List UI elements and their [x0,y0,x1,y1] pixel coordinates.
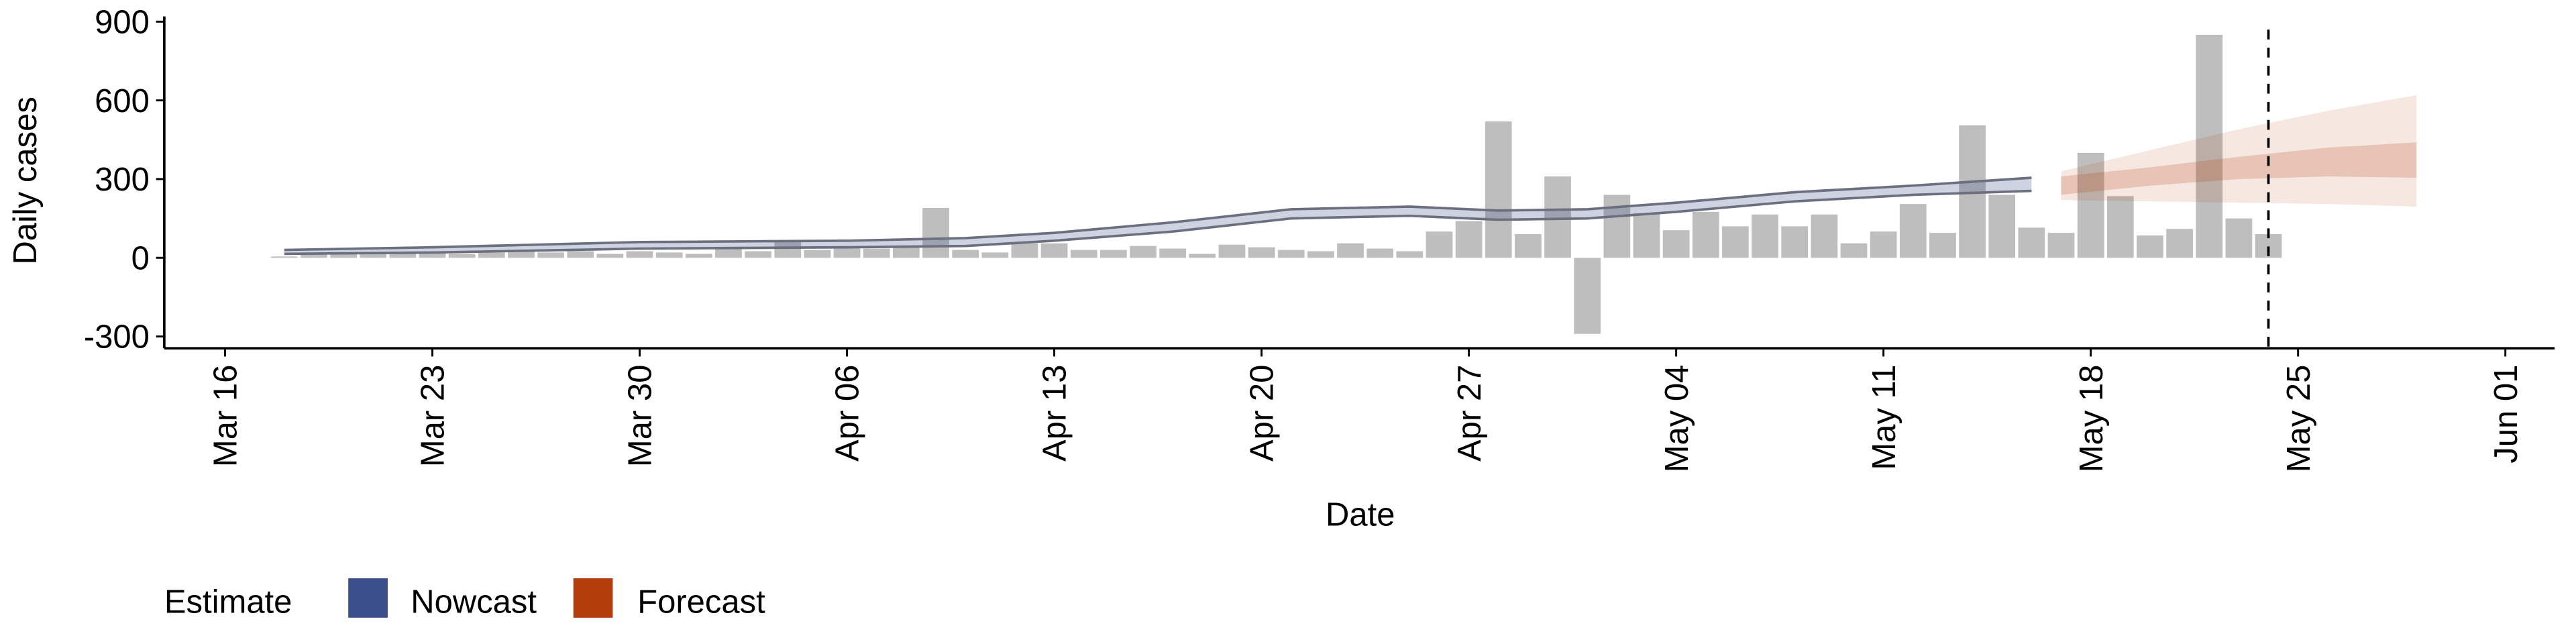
bar [301,254,327,258]
bar [745,251,771,258]
bar [1218,244,1246,258]
legend-label: Nowcast [411,584,537,620]
x-tick-label: May 25 [2281,365,2317,473]
bar [922,207,949,258]
x-tick-label: Apr 06 [830,365,866,462]
bar [833,247,861,258]
bar [1485,121,1512,258]
bar [2077,152,2104,258]
bar [389,252,417,258]
bar [1544,176,1571,258]
bar [1811,214,1838,258]
bar [1040,243,1068,258]
y-tick-label: 300 [95,162,150,198]
bar [1899,204,1927,258]
bar [1662,230,1690,258]
bar [1307,251,1334,258]
bar [1929,233,1956,258]
bar [892,247,920,258]
bar [1988,195,2016,258]
ribbon [2061,142,2417,195]
bar [1752,214,1778,258]
y-tick-label: -300 [84,319,150,356]
ribbon [2061,95,2417,207]
ribbon-edge [284,176,2032,252]
legend-swatch [573,578,613,618]
x-tick-label: Mar 23 [415,365,451,467]
x-tick-label: Apr 13 [1037,365,1073,462]
bar [1337,243,1364,258]
bar [330,252,357,258]
bar [804,250,831,258]
bar [626,251,653,258]
bar [1781,226,1809,258]
bar [1426,231,1453,258]
x-tick-label: May 18 [2074,365,2110,473]
bar [2196,34,2223,258]
bar [1130,246,1157,258]
bar [419,252,446,258]
bar [1692,211,1719,258]
bar [1248,247,1275,258]
bar [1633,213,1660,258]
bar [1870,231,1897,258]
bar [774,241,802,258]
bar [1574,258,1601,334]
bar [2018,227,2045,258]
x-tick-label: May 04 [1659,365,1695,473]
legend-swatch [348,578,388,618]
bar [567,251,594,258]
legend-label: Forecast [637,584,765,620]
bar [537,252,564,258]
bar [1189,254,1216,258]
y-tick-label: 600 [95,83,150,119]
bar [1722,226,1749,258]
x-tick-label: Apr 27 [1452,365,1488,462]
bar [2166,229,2193,258]
x-tick-label: Mar 30 [623,365,659,467]
bar [448,254,476,258]
bar [508,251,535,258]
bar [1455,221,1483,258]
bar [2225,218,2253,258]
bar [1396,251,1424,258]
y-axis-label: Daily cases [7,97,44,264]
ribbon-edge [284,189,2032,256]
bar [655,252,683,258]
bar [952,250,979,258]
bar [1011,243,1038,258]
bar [1366,248,1394,258]
x-tick-label: Apr 20 [1244,365,1281,462]
bar [863,248,890,258]
bar [270,256,298,258]
bar [1100,250,1127,258]
y-tick-label: 0 [131,240,150,276]
x-axis-label: Date [1326,497,1395,533]
bar [1603,195,1631,258]
bar [2047,233,2075,258]
bar [1840,243,1868,258]
bar [685,254,712,258]
bar [360,254,387,258]
bar [715,247,742,258]
x-tick-label: Jun 01 [2488,365,2524,464]
bar [1159,248,1187,258]
bar [981,252,1009,258]
bar [2137,235,2163,258]
bar [2106,196,2134,258]
bar [1277,250,1305,258]
x-tick-label: May 11 [1866,365,1902,470]
bar [1515,234,1542,258]
bar [596,254,624,258]
bar [478,252,505,258]
bar [1070,250,1097,258]
legend-title: Estimate [164,584,292,620]
x-tick-label: Mar 16 [208,365,244,467]
y-tick-label: 900 [95,4,150,40]
